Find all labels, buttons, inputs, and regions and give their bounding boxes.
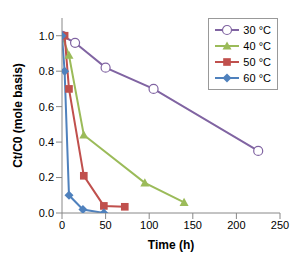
svg-text:0.6: 0.6: [39, 101, 54, 113]
svg-text:Ct/C0 (mole basis): Ct/C0 (mole basis): [11, 63, 25, 168]
svg-text:200: 200: [227, 219, 245, 231]
svg-text:0.4: 0.4: [39, 136, 54, 148]
svg-text:100: 100: [140, 219, 158, 231]
html-text:40 °C: 40 °C: [243, 40, 271, 52]
svg-text:150: 150: [184, 219, 202, 231]
svg-text:Time (h): Time (h): [148, 238, 194, 252]
html-text:30 °C: 30 °C: [243, 24, 271, 36]
svg-text:250: 250: [271, 219, 289, 231]
html-text:60 °C: 60 °C: [243, 72, 271, 84]
svg-text:0.2: 0.2: [39, 171, 54, 183]
html-text:50 °C: 50 °C: [243, 56, 271, 68]
svg-text:1.0: 1.0: [39, 30, 54, 42]
svg-text:50: 50: [99, 219, 111, 231]
svg-text:0.8: 0.8: [39, 65, 54, 77]
svg-text:0: 0: [59, 219, 65, 231]
svg-text:0.0: 0.0: [39, 207, 54, 219]
